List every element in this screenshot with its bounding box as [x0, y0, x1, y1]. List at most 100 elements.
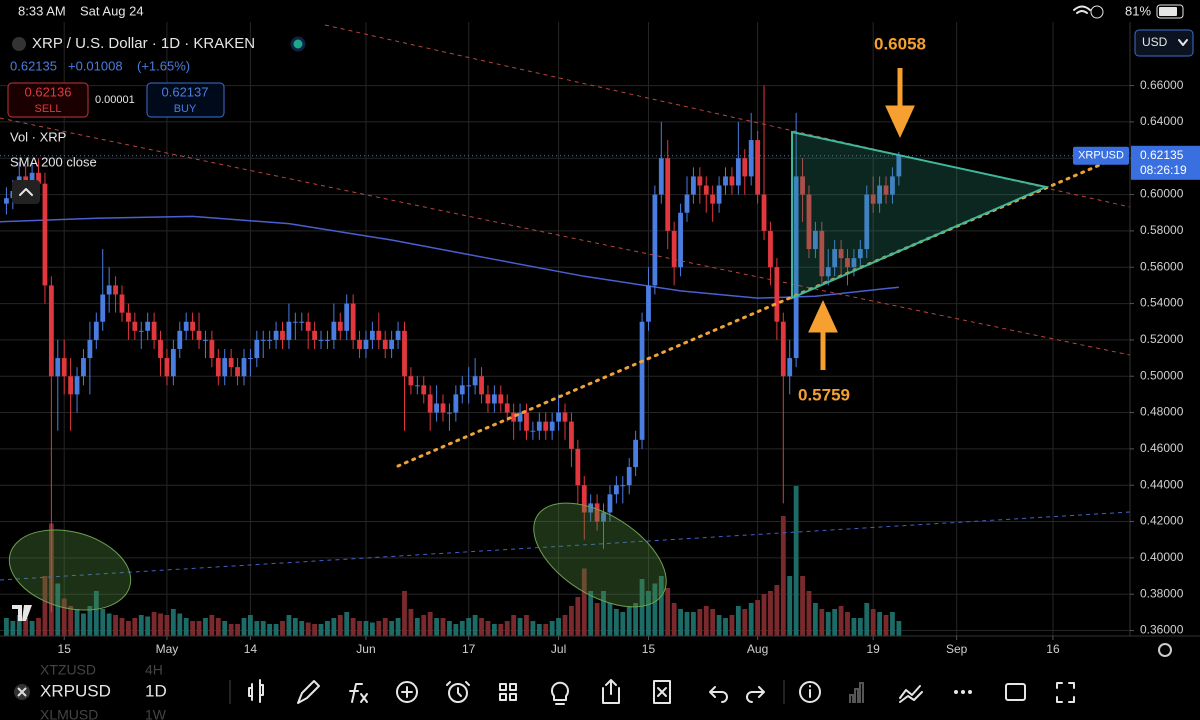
- candle-body: [331, 321, 337, 340]
- candle-body: [132, 321, 138, 331]
- candle-body: [350, 303, 356, 340]
- candle-body: [536, 421, 542, 431]
- drawing-icon[interactable]: [297, 680, 320, 704]
- volume-bar: [652, 583, 658, 636]
- collapse-legend[interactable]: [12, 180, 40, 204]
- candle-body: [524, 412, 529, 431]
- candle-body: [896, 155, 902, 177]
- toolbar-interval[interactable]: 1D: [145, 681, 167, 700]
- volume-bar: [517, 618, 523, 636]
- sell-button[interactable]: [7, 82, 89, 118]
- volume-bar: [267, 624, 273, 636]
- volume-bar: [620, 612, 626, 636]
- compare-icon[interactable]: [899, 685, 923, 703]
- arrow-up: [808, 299, 838, 370]
- x-tick-label: Jun: [356, 642, 375, 656]
- sell-price[interactable]: 0.62136: [25, 84, 72, 99]
- candle-body: [36, 172, 41, 184]
- alert-icon[interactable]: [448, 683, 468, 703]
- sell-label[interactable]: SELL: [35, 103, 62, 115]
- volume-bar: [626, 606, 632, 636]
- candle-body: [215, 358, 221, 377]
- volume-bar: [684, 612, 690, 636]
- currency[interactable]: USD: [1142, 35, 1168, 49]
- candle-body: [376, 330, 382, 340]
- collapse-icon[interactable]: [12, 37, 26, 51]
- ideas-icon[interactable]: [551, 681, 569, 705]
- volume-bar: [485, 621, 491, 636]
- info-icon[interactable]: [799, 681, 821, 703]
- candle-body: [530, 430, 536, 432]
- undo-icon[interactable]: [709, 686, 728, 703]
- chart-type-icon[interactable]: [248, 679, 264, 703]
- add-icon[interactable]: [396, 681, 418, 703]
- candle-body: [273, 330, 279, 340]
- candle-body: [569, 421, 574, 449]
- settings-icon[interactable]: [1158, 643, 1172, 657]
- currency-selector[interactable]: [1134, 29, 1194, 57]
- volume-bar: [569, 606, 574, 636]
- candle-body: [344, 303, 350, 331]
- highlight-ellipse: [8, 529, 132, 611]
- volume-bar: [857, 618, 863, 636]
- candle-body: [780, 321, 786, 377]
- volume-bar: [787, 576, 793, 636]
- candle-body: [421, 385, 427, 395]
- volume-bar: [421, 615, 427, 636]
- price-change: +0.01008: [68, 58, 123, 73]
- y-tick-label: 0.66000: [1140, 78, 1184, 92]
- fullscreen-icon[interactable]: [1056, 682, 1075, 703]
- candle-body: [607, 494, 613, 513]
- candle-body: [812, 230, 818, 250]
- candle-body: [113, 285, 118, 295]
- redo-icon[interactable]: [746, 686, 765, 703]
- volume-bar: [427, 612, 433, 636]
- toolbar-symbol[interactable]: XRPUSD: [40, 681, 111, 700]
- candle-body: [299, 321, 305, 323]
- candle-body: [575, 448, 581, 486]
- candle-body: [877, 185, 883, 204]
- volume-bar: [209, 615, 215, 636]
- y-tick-label: 0.56000: [1140, 259, 1184, 273]
- volume-bar: [729, 615, 735, 636]
- annotation: 0.5759: [798, 385, 850, 404]
- buy-label[interactable]: BUY: [174, 103, 197, 115]
- candle-body: [363, 339, 369, 349]
- y-tick-label: 0.54000: [1140, 296, 1184, 310]
- candle-body: [594, 503, 600, 522]
- volume-bar: [665, 588, 671, 636]
- layout-icon[interactable]: [499, 683, 517, 701]
- indicator-icon[interactable]: [349, 683, 368, 703]
- candle-body: [633, 439, 639, 468]
- x-tick-label: 15: [58, 642, 72, 656]
- candle-body: [479, 376, 484, 395]
- candle-body: [549, 421, 555, 431]
- buy-price[interactable]: 0.62137: [162, 84, 209, 99]
- candle-body: [402, 330, 407, 377]
- status-time: 8:33 AM: [18, 3, 66, 18]
- volume-bar: [260, 621, 266, 636]
- y-tick-label: 0.46000: [1140, 441, 1184, 455]
- volume-pane: [4, 486, 902, 636]
- drawings: 0.6058 0.5759: [0, 24, 1132, 611]
- volume-bar: [222, 621, 228, 636]
- candle-body: [491, 394, 497, 404]
- candle-body: [247, 358, 253, 360]
- volume-bar: [511, 615, 517, 636]
- volume-bar: [607, 603, 613, 636]
- volume-bar: [761, 594, 767, 636]
- more-icon[interactable]: [954, 690, 958, 694]
- candle-body: [177, 330, 183, 349]
- candle-body: [209, 339, 215, 359]
- candle-body: [684, 194, 690, 213]
- bar-icon[interactable]: [849, 682, 864, 703]
- share-icon[interactable]: [602, 679, 620, 704]
- volume-bar: [138, 615, 144, 636]
- candle-body: [100, 294, 106, 322]
- window-icon[interactable]: [1005, 683, 1026, 701]
- volume-bar: [562, 615, 568, 636]
- buy-button[interactable]: [146, 82, 225, 118]
- volume-bar: [350, 618, 356, 636]
- object-tree-icon[interactable]: [653, 680, 671, 704]
